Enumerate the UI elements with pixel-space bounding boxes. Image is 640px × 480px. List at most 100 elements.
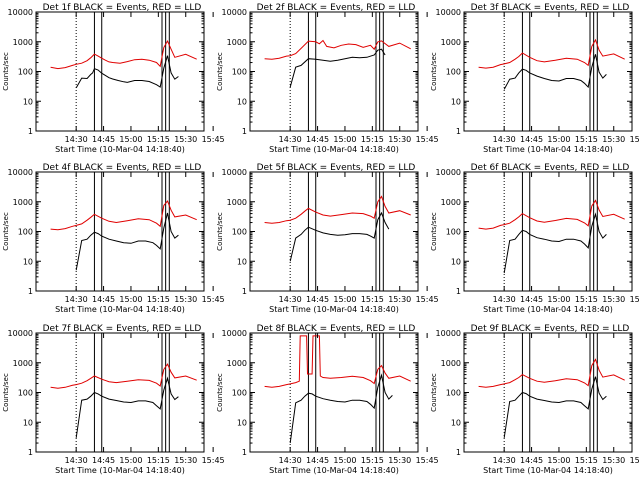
series-lld (264, 195, 411, 224)
x-tick-label: 15:45 (202, 295, 225, 304)
panel-8: Det 8f BLACK = Events, RED = LLD 1 10 100 10… (216, 324, 439, 475)
x-tick-label: 15:00 (333, 295, 356, 304)
y-tick-label: 10000 (222, 8, 247, 17)
y-tick-label: 1000 (13, 359, 33, 368)
y-axis-label: Counts/sec (2, 212, 10, 251)
plot-frame (35, 171, 205, 292)
x-tick-label: 15:30 (388, 295, 411, 304)
y-tick-label: 10 (451, 97, 461, 106)
panel-7: Det 7f BLACK = Events, RED = LLD 1 10 100 10… (2, 324, 225, 475)
y-tick-label: 100 (232, 68, 247, 77)
x-tick-label: 14:30 (493, 135, 516, 144)
panel-title: Det 2f BLACK = Events, RED = LLD (257, 3, 416, 13)
panel-5: Det 5f BLACK = Events, RED = LLD 1 10 100 10… (216, 163, 439, 314)
panel-1: Det 1f BLACK = Events, RED = LLD 1 10 100 10… (2, 3, 225, 154)
x-tick-label: 15:45 (416, 135, 439, 144)
panel-9: Det 9f BLACK = Events, RED = LLD 1 10 100 10… (430, 324, 640, 475)
panel-2: Det 2f BLACK = Events, RED = LLD 1 10 100 10… (216, 3, 439, 154)
x-axis-label: Start Time (10-Mar-04 14:18:40) (269, 466, 399, 475)
x-axis-label: Start Time (10-Mar-04 14:18:40) (269, 145, 399, 154)
y-tick-label: 10 (237, 97, 247, 106)
x-tick-label: 15:00 (333, 135, 356, 144)
x-tick-label: 14:45 (306, 295, 329, 304)
x-tick-label: 15:00 (547, 135, 570, 144)
x-tick-label: 15:30 (174, 295, 197, 304)
x-tick-label: 15:30 (602, 456, 625, 465)
series-lld (478, 358, 625, 388)
y-tick-label: 1 (28, 448, 33, 457)
x-tick-label: 15:45 (630, 135, 640, 144)
x-tick-label: 15:00 (119, 456, 142, 465)
y-tick-label: 1 (242, 448, 247, 457)
series-lld (478, 38, 625, 69)
y-tick-label: 1 (242, 287, 247, 296)
x-tick-label: 15:30 (174, 456, 197, 465)
plot-frame (249, 332, 419, 453)
panel-3: Det 3f BLACK = Events, RED = LLD 1 10 100 10… (430, 3, 640, 154)
x-tick-label: 14:45 (92, 295, 115, 304)
x-tick-label: 15:45 (630, 295, 640, 304)
series-lld (478, 199, 625, 230)
x-axis-label: Start Time (10-Mar-04 14:18:40) (55, 145, 185, 154)
y-tick-label: 10000 (8, 168, 33, 177)
y-axis-label: Counts/sec (430, 212, 438, 251)
x-tick-label: 15:30 (388, 456, 411, 465)
y-tick-label: 10 (23, 97, 33, 106)
x-tick-label: 15:00 (119, 295, 142, 304)
x-tick-label: 15:15 (147, 456, 170, 465)
x-tick-label: 15:15 (147, 295, 170, 304)
y-tick-label: 1000 (441, 359, 461, 368)
panel-title: Det 7f BLACK = Events, RED = LLD (43, 324, 202, 334)
plot-frame (463, 171, 633, 292)
series-lld (50, 40, 197, 70)
x-tick-label: 15:15 (361, 456, 384, 465)
series-events (75, 376, 179, 438)
panel-title: Det 5f BLACK = Events, RED = LLD (257, 163, 416, 173)
x-tick-label: 15:15 (361, 135, 384, 144)
y-axis-label: Counts/sec (216, 52, 224, 91)
series-events (75, 212, 179, 271)
y-tick-label: 1000 (13, 198, 33, 207)
series-events (503, 212, 607, 274)
y-axis-label: Counts/sec (430, 52, 438, 91)
y-tick-label: 1000 (441, 198, 461, 207)
y-tick-label: 10 (23, 257, 33, 266)
x-tick-label: 15:00 (547, 456, 570, 465)
x-tick-label: 14:45 (520, 456, 543, 465)
series-lld (264, 39, 411, 60)
x-axis-label: Start Time (10-Mar-04 14:18:40) (55, 466, 185, 475)
y-tick-label: 100 (18, 389, 33, 398)
x-tick-label: 14:30 (493, 295, 516, 304)
plot-frame (463, 332, 633, 453)
y-tick-label: 10 (237, 257, 247, 266)
y-tick-label: 10000 (222, 329, 247, 338)
x-axis-label: Start Time (10-Mar-04 14:18:40) (483, 305, 613, 314)
x-tick-label: 15:15 (575, 456, 598, 465)
y-tick-label: 100 (446, 68, 461, 77)
y-axis-label: Counts/sec (216, 373, 224, 412)
series-events (289, 211, 390, 262)
x-axis-label: Start Time (10-Mar-04 14:18:40) (269, 305, 399, 314)
x-tick-label: 14:30 (279, 135, 302, 144)
x-tick-label: 15:30 (602, 135, 625, 144)
x-tick-label: 15:45 (202, 135, 225, 144)
panel-title: Det 3f BLACK = Events, RED = LLD (471, 3, 630, 13)
series-events (75, 55, 179, 89)
panel-title: Det 8f BLACK = Events, RED = LLD (257, 324, 416, 334)
panel-4: Det 4f BLACK = Events, RED = LLD 1 10 100 10… (2, 163, 225, 314)
x-tick-label: 15:30 (174, 135, 197, 144)
y-tick-label: 1 (456, 127, 461, 136)
x-tick-label: 14:45 (92, 456, 115, 465)
plot-frame (35, 11, 205, 132)
series-lld (50, 200, 197, 231)
x-tick-label: 14:45 (92, 135, 115, 144)
y-tick-label: 1000 (227, 38, 247, 47)
y-tick-label: 1000 (227, 359, 247, 368)
y-tick-label: 1 (456, 448, 461, 457)
y-tick-label: 1000 (13, 38, 33, 47)
x-tick-label: 14:30 (65, 456, 88, 465)
x-axis-label: Start Time (10-Mar-04 14:18:40) (483, 466, 613, 475)
y-axis-label: Counts/sec (2, 373, 10, 412)
y-tick-label: 10000 (436, 168, 461, 177)
